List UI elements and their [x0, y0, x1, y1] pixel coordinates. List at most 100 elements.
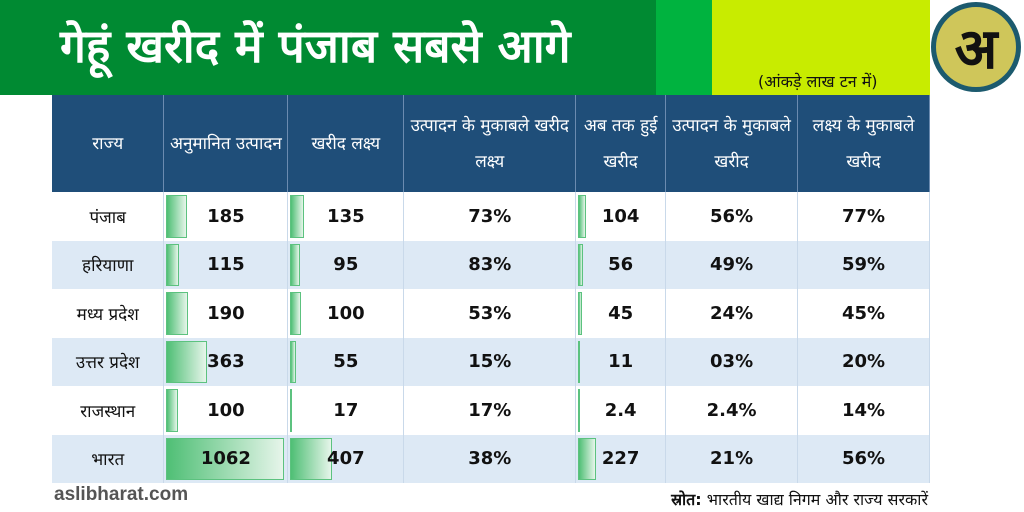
state-cell: भारत: [52, 434, 165, 483]
cell-value: 77%: [841, 205, 886, 227]
value-cell: 17: [287, 386, 405, 435]
cell-value: 2.4%: [706, 399, 757, 421]
value-cell: 49%: [665, 240, 799, 289]
cell-value: 104: [601, 205, 640, 227]
cell-value: 227: [601, 448, 640, 470]
column-header: खरीद लक्ष्य: [287, 95, 405, 192]
value-cell: 135: [287, 192, 405, 241]
data-bar: [166, 437, 285, 480]
cell-value: 363: [207, 351, 245, 373]
cell-value: 100: [207, 399, 245, 421]
cell-value: 45: [608, 302, 634, 324]
data-bar: [578, 292, 582, 335]
banner-accent-lime: [712, 0, 930, 95]
data-bar: [578, 437, 597, 480]
cell-value: 45%: [841, 302, 886, 324]
cell-value: भारत: [91, 450, 125, 471]
value-cell: 104: [575, 192, 667, 241]
table-row: पंजाब 185 135 73% 104 56% 77%: [52, 192, 930, 241]
cell-value: 190: [207, 302, 245, 324]
cell-value: 20%: [841, 351, 886, 373]
value-cell: 17%: [403, 386, 577, 435]
data-bar: [290, 340, 297, 383]
column-header: अब तक हुई खरीद: [575, 95, 667, 192]
value-cell: 2.4: [575, 386, 667, 435]
logo-letter: अ: [954, 17, 998, 82]
column-header: उत्पादन के मुकाबले खरीद: [665, 95, 799, 192]
value-cell: 2.4%: [665, 386, 799, 435]
value-cell: 14%: [797, 386, 930, 435]
cell-value: 17: [333, 399, 359, 421]
cell-value: 2.4: [604, 399, 637, 421]
data-bar: [290, 292, 301, 335]
value-cell: 1062: [163, 434, 289, 483]
cell-value: 56%: [841, 448, 886, 470]
banner-accent: [656, 0, 712, 95]
cell-value: मध्य प्रदेश: [76, 304, 139, 325]
cell-value: 14%: [841, 399, 886, 421]
value-cell: 38%: [403, 434, 577, 483]
value-cell: 20%: [797, 337, 930, 386]
value-cell: 59%: [797, 240, 930, 289]
value-cell: 03%: [665, 337, 799, 386]
cell-value: 11: [608, 351, 634, 373]
value-cell: 56%: [797, 434, 930, 483]
cell-value: 73%: [468, 205, 512, 227]
data-bar: [578, 195, 587, 238]
cell-value: 55: [333, 351, 359, 373]
value-cell: 227: [575, 434, 667, 483]
value-cell: 185: [163, 192, 289, 241]
cell-value: 100: [327, 302, 365, 324]
cell-value: 38%: [468, 448, 512, 470]
page-title: गेहूं खरीद में पंजाब सबसे आगे: [60, 19, 571, 73]
data-bar: [290, 437, 333, 480]
value-cell: 95: [287, 240, 405, 289]
value-cell: 24%: [665, 289, 799, 338]
cell-value: 59%: [841, 254, 886, 276]
table-row: हरियाणा 115 95 83% 56 49% 59%: [52, 240, 930, 289]
table-row: उत्तर प्रदेश 363 55 15% 11 03% 20%: [52, 337, 930, 386]
cell-value: 49%: [710, 254, 754, 276]
column-header: लक्ष्य के मुकाबले खरीद: [797, 95, 930, 192]
value-cell: 53%: [403, 289, 577, 338]
value-cell: 83%: [403, 240, 577, 289]
value-cell: 56%: [665, 192, 799, 241]
cell-value: 407: [327, 448, 365, 470]
data-bar: [290, 389, 293, 432]
cell-value: पंजाब: [89, 207, 126, 228]
data-bar: [290, 243, 301, 286]
value-cell: 407: [287, 434, 405, 483]
cell-value: 56%: [710, 205, 754, 227]
website-watermark: aslibharat.com: [54, 484, 189, 505]
cell-value: 135: [327, 205, 365, 227]
state-cell: उत्तर प्रदेश: [52, 337, 165, 386]
data-bar: [290, 195, 305, 238]
value-cell: 45: [575, 289, 667, 338]
source-note: स्रोत: भारतीय खाद्य निगम और राज्य सरकारे…: [671, 488, 928, 510]
cell-value: 1062: [200, 448, 251, 470]
cell-value: 21%: [710, 448, 754, 470]
data-bar: [578, 340, 581, 383]
column-header: उत्पादन के मुकाबले खरीद लक्ष्य: [403, 95, 577, 192]
data-bar: [166, 195, 187, 238]
value-cell: 100: [163, 386, 289, 435]
cell-value: 17%: [468, 399, 512, 421]
cell-value: हरियाणा: [82, 256, 134, 277]
source-text: भारतीय खाद्य निगम और राज्य सरकारें: [706, 490, 928, 509]
value-cell: 100: [287, 289, 405, 338]
value-cell: 55: [287, 337, 405, 386]
data-bar: [578, 243, 583, 286]
value-cell: 363: [163, 337, 289, 386]
value-cell: 45%: [797, 289, 930, 338]
cell-value: 95: [333, 254, 359, 276]
value-cell: 77%: [797, 192, 930, 241]
data-bar: [578, 389, 581, 432]
value-cell: 11: [575, 337, 667, 386]
logo: अ: [931, 2, 1021, 92]
cell-value: उत्तर प्रदेश: [75, 353, 140, 374]
data-bar: [166, 243, 180, 286]
value-cell: 115: [163, 240, 289, 289]
data-bar: [166, 340, 207, 383]
cell-value: राजस्थान: [80, 401, 136, 422]
value-cell: 21%: [665, 434, 799, 483]
